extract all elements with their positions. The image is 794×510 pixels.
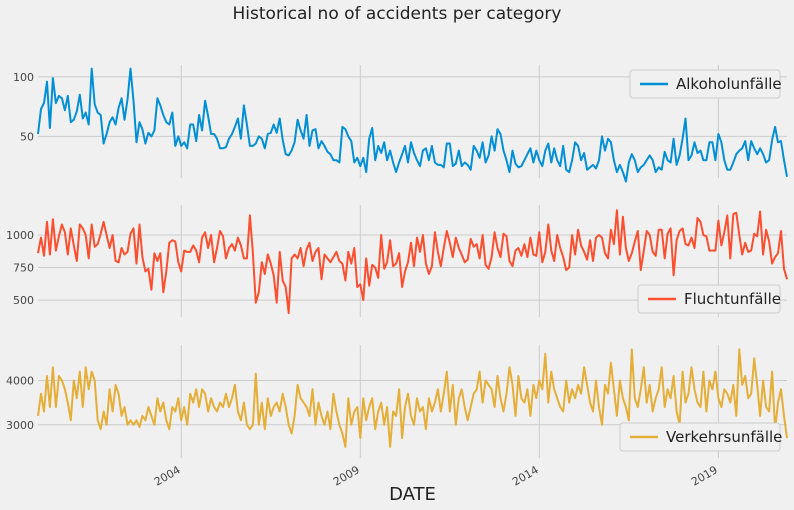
x-tick-label: 2004 (152, 463, 183, 488)
y-tick-label: 4000 (6, 374, 34, 387)
x-axis-label: DATE (389, 484, 436, 505)
chart-title: Historical no of accidents per category (232, 4, 562, 24)
y-tick-label: 500 (13, 294, 34, 307)
series-line (37, 67, 788, 183)
x-tick-label: 2009 (331, 463, 362, 488)
y-tick-label: 3000 (6, 419, 34, 432)
y-tick-label: 100 (13, 71, 34, 84)
series-line (37, 209, 788, 315)
x-tick-label: 2019 (689, 463, 720, 488)
legend-label: Fluchtunfälle (684, 290, 781, 308)
y-tick-label: 750 (13, 262, 34, 275)
series-line (37, 348, 788, 448)
legend-box (637, 284, 781, 314)
y-tick-label: 50 (20, 130, 34, 143)
legend-box (619, 422, 781, 452)
y-tick-label: 1000 (6, 229, 34, 242)
legend-label: Verkehrsunfälle (666, 428, 782, 446)
legend-box (629, 69, 781, 99)
x-tick-label: 2014 (510, 463, 541, 488)
legend-label: Alkoholunfälle (676, 75, 782, 93)
